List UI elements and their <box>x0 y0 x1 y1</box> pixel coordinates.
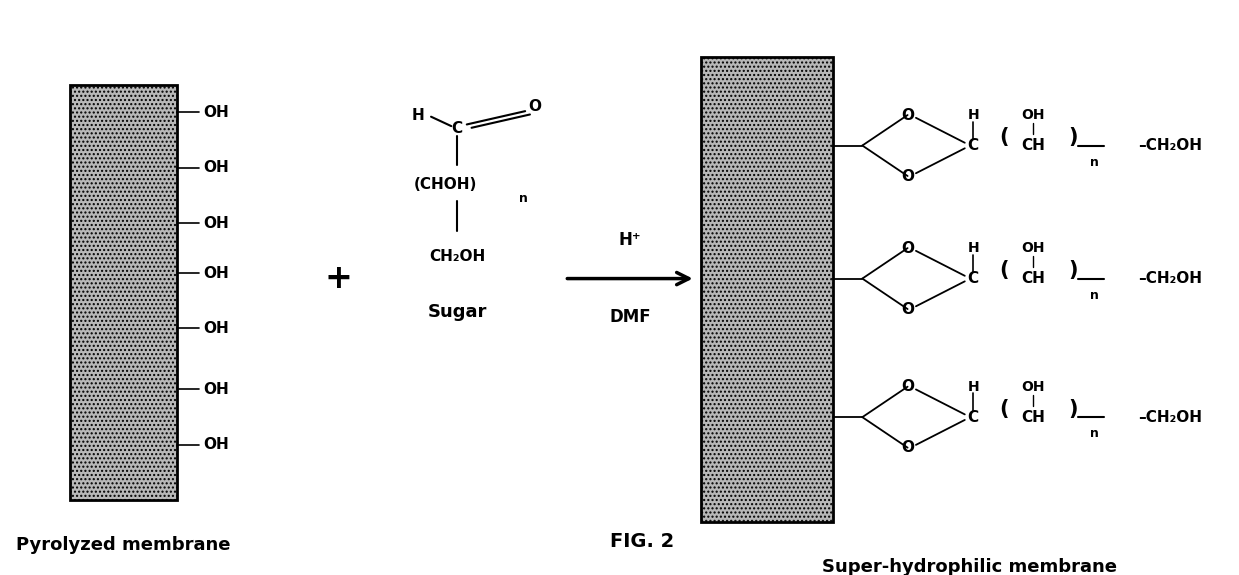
Text: (: ( <box>1000 260 1009 280</box>
Text: OH: OH <box>1021 108 1044 122</box>
Text: Super-hydrophilic membrane: Super-hydrophilic membrane <box>821 558 1118 575</box>
Text: (: ( <box>1000 127 1009 147</box>
Text: ): ) <box>1068 399 1078 419</box>
Text: O: O <box>901 379 914 394</box>
Text: O: O <box>901 108 914 122</box>
Text: –CH₂OH: –CH₂OH <box>1137 271 1202 286</box>
Text: O: O <box>901 301 914 317</box>
Text: OH: OH <box>1021 241 1044 255</box>
Text: +: + <box>325 262 352 295</box>
Bar <box>71 85 177 500</box>
Text: ): ) <box>1068 260 1078 280</box>
Text: Pyrolyzed membrane: Pyrolyzed membrane <box>16 536 230 554</box>
Text: O: O <box>901 240 914 255</box>
Text: (CHOH): (CHOH) <box>414 177 477 192</box>
Text: OH: OH <box>203 321 229 336</box>
Text: n: n <box>1090 289 1099 302</box>
Text: C: C <box>968 409 979 425</box>
Text: OH: OH <box>203 382 229 397</box>
Text: H⁺: H⁺ <box>618 231 642 249</box>
Text: O: O <box>528 99 541 114</box>
Text: H: H <box>411 108 424 122</box>
Text: OH: OH <box>1021 380 1044 394</box>
Text: n: n <box>1090 156 1099 168</box>
Text: CH₂OH: CH₂OH <box>429 249 486 264</box>
Text: Sugar: Sugar <box>427 303 487 321</box>
Text: H: H <box>968 108 979 122</box>
Text: H: H <box>968 380 979 394</box>
Text: O: O <box>901 168 914 183</box>
Text: –CH₂OH: –CH₂OH <box>1137 138 1202 153</box>
Text: H: H <box>968 241 979 255</box>
Text: OH: OH <box>203 216 229 231</box>
Text: ): ) <box>1068 127 1078 147</box>
Text: CH: CH <box>1021 138 1044 153</box>
Text: n: n <box>519 191 528 205</box>
Text: DMF: DMF <box>610 308 650 327</box>
Text: OH: OH <box>203 160 229 175</box>
Text: FIG. 2: FIG. 2 <box>610 532 674 551</box>
Text: n: n <box>1090 427 1099 440</box>
Text: C: C <box>968 138 979 153</box>
Text: (: ( <box>1000 399 1009 419</box>
Text: C: C <box>968 271 979 286</box>
Bar <box>701 57 833 523</box>
Text: CH: CH <box>1021 271 1044 286</box>
Text: –CH₂OH: –CH₂OH <box>1137 409 1202 425</box>
Text: CH: CH <box>1021 409 1044 425</box>
Text: C: C <box>452 121 463 136</box>
Text: O: O <box>901 440 914 455</box>
Text: OH: OH <box>203 438 229 453</box>
Text: OH: OH <box>203 266 229 281</box>
Text: OH: OH <box>203 105 229 120</box>
